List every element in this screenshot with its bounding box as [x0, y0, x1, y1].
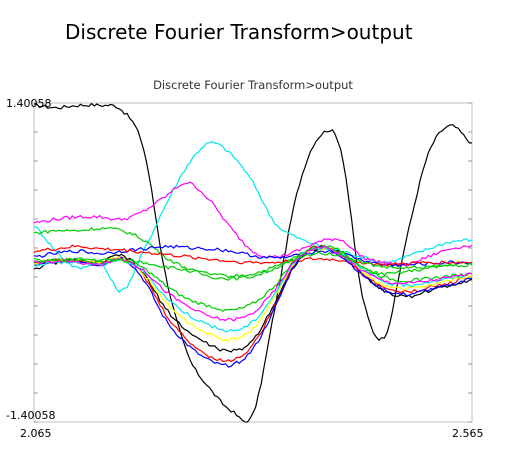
chart-title: Discrete Fourier Transform>output [153, 78, 353, 92]
x-tick-label-left: 2.065 [20, 427, 52, 440]
y-tick-label-top: 1.40058 [6, 97, 52, 110]
series-line-12 [33, 245, 473, 322]
x-tick-label-right: 2.565 [452, 427, 484, 440]
series-layer [33, 102, 473, 423]
series-line-3 [33, 226, 473, 281]
tick-layer: 1.40058 -1.40058 2.065 2.565 [6, 97, 484, 440]
window-title: Discrete Fourier Transform>output [65, 20, 413, 44]
series-line-1 [33, 140, 473, 293]
series-line-13 [33, 251, 473, 279]
series-line-2 [33, 181, 473, 267]
series-line-0 [33, 102, 472, 423]
series-line-4 [33, 244, 473, 268]
y-tick-label-bottom: -1.40058 [6, 409, 55, 422]
series-line-5 [33, 244, 473, 267]
